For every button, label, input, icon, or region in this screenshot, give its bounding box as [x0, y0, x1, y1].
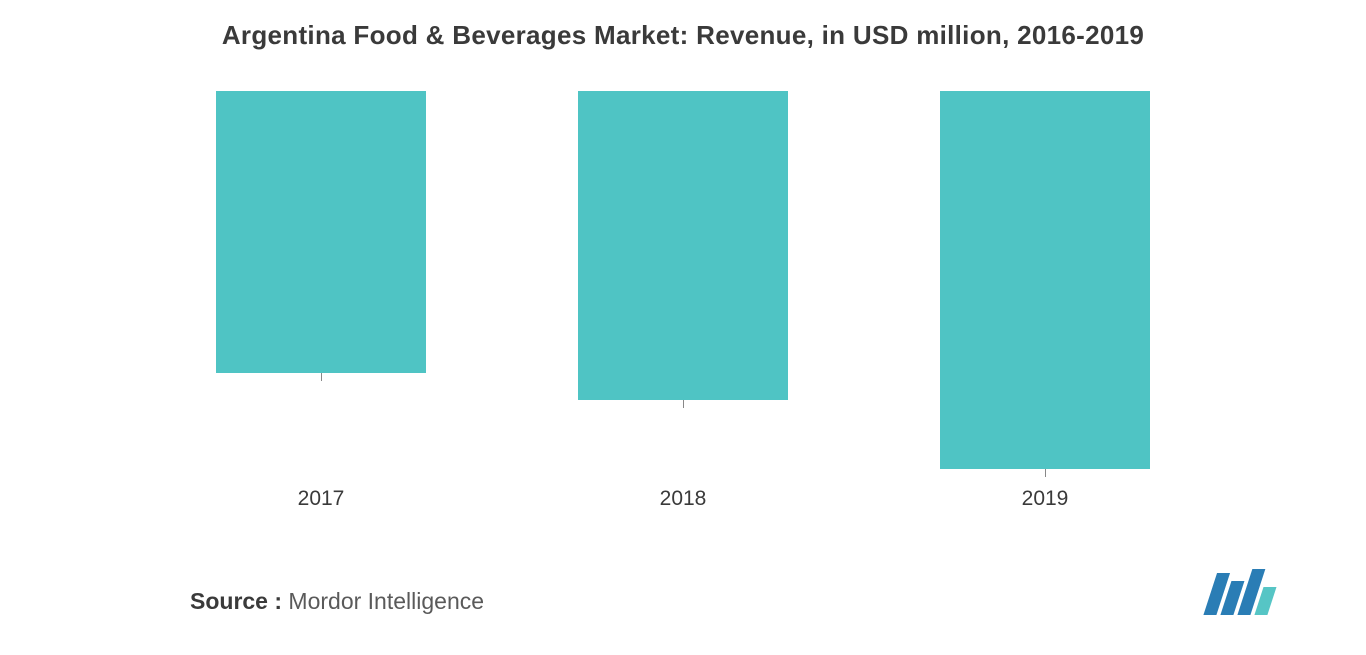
chart-footer: Source : Mordor Intelligence — [60, 537, 1306, 615]
chart-title: Argentina Food & Beverages Market: Reven… — [60, 20, 1306, 51]
plot-area: 201720182019 — [140, 71, 1226, 537]
bar — [216, 91, 426, 373]
bar-slot: 2017 — [140, 91, 502, 477]
bar — [940, 91, 1150, 469]
x-axis-label: 2018 — [660, 487, 707, 511]
brand-logo — [1191, 567, 1286, 615]
x-tick — [321, 373, 322, 381]
source-attribution: Source : Mordor Intelligence — [190, 588, 484, 615]
source-label: Source : — [190, 588, 282, 614]
x-axis-label: 2019 — [1022, 487, 1069, 511]
x-tick — [1045, 469, 1046, 477]
source-value: Mordor Intelligence — [288, 588, 484, 614]
bar-slot: 2018 — [502, 91, 864, 477]
bar — [578, 91, 788, 400]
mordor-logo-icon — [1191, 567, 1286, 615]
x-tick — [683, 400, 684, 408]
x-axis-label: 2017 — [298, 487, 345, 511]
bar-slot: 2019 — [864, 91, 1226, 477]
chart-container: Argentina Food & Beverages Market: Reven… — [0, 0, 1366, 655]
